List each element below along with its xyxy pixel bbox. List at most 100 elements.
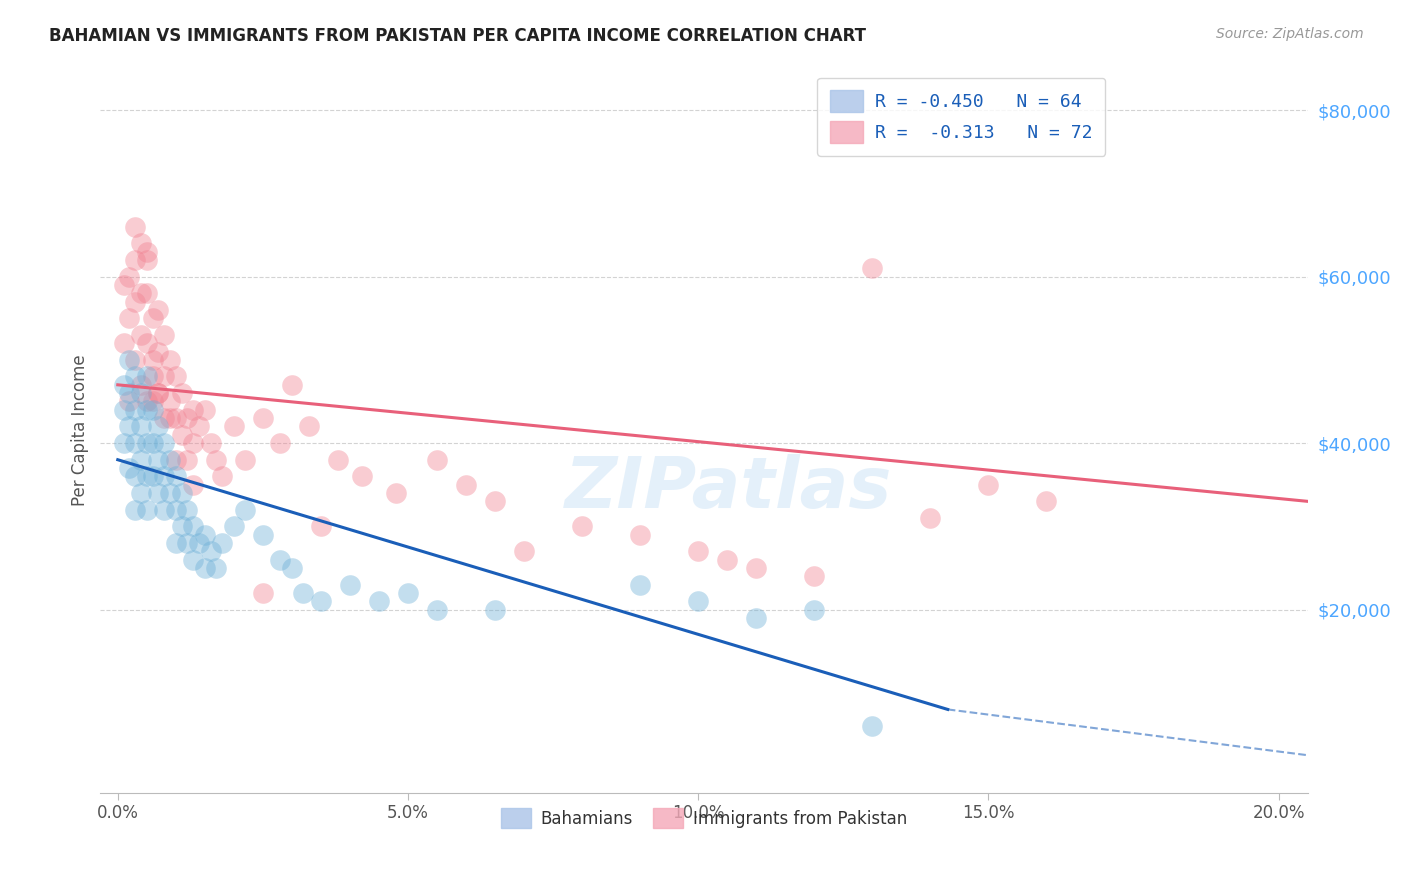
Point	[745, 611, 768, 625]
Point	[860, 261, 883, 276]
Point	[135, 436, 157, 450]
Point	[176, 536, 198, 550]
Point	[129, 419, 152, 434]
Point	[339, 577, 361, 591]
Point	[112, 402, 135, 417]
Point	[484, 602, 506, 616]
Point	[745, 561, 768, 575]
Point	[129, 386, 152, 401]
Point	[194, 402, 217, 417]
Point	[165, 411, 187, 425]
Point	[159, 411, 181, 425]
Point	[124, 219, 146, 234]
Point	[148, 419, 170, 434]
Point	[129, 286, 152, 301]
Point	[716, 552, 738, 566]
Point	[235, 452, 257, 467]
Point	[292, 586, 315, 600]
Point	[112, 336, 135, 351]
Point	[153, 436, 176, 450]
Point	[281, 561, 304, 575]
Point	[118, 461, 141, 475]
Point	[165, 469, 187, 483]
Point	[181, 402, 204, 417]
Point	[112, 436, 135, 450]
Point	[118, 311, 141, 326]
Point	[124, 402, 146, 417]
Point	[269, 436, 291, 450]
Point	[188, 536, 211, 550]
Point	[860, 719, 883, 733]
Point	[124, 436, 146, 450]
Point	[977, 477, 1000, 491]
Point	[1035, 494, 1057, 508]
Point	[142, 311, 165, 326]
Point	[176, 411, 198, 425]
Point	[135, 394, 157, 409]
Point	[211, 536, 233, 550]
Point	[513, 544, 536, 558]
Point	[205, 561, 228, 575]
Point	[129, 236, 152, 251]
Point	[124, 369, 146, 384]
Point	[298, 419, 321, 434]
Point	[426, 602, 449, 616]
Point	[170, 519, 193, 533]
Point	[153, 502, 176, 516]
Point	[142, 402, 165, 417]
Point	[176, 452, 198, 467]
Point	[135, 244, 157, 259]
Point	[118, 419, 141, 434]
Point	[181, 552, 204, 566]
Point	[252, 586, 274, 600]
Point	[165, 369, 187, 384]
Point	[165, 502, 187, 516]
Legend: Bahamians, Immigrants from Pakistan: Bahamians, Immigrants from Pakistan	[494, 801, 914, 835]
Point	[142, 369, 165, 384]
Point	[148, 486, 170, 500]
Point	[426, 452, 449, 467]
Point	[129, 377, 152, 392]
Point	[118, 386, 141, 401]
Point	[252, 411, 274, 425]
Point	[803, 602, 825, 616]
Point	[129, 327, 152, 342]
Point	[803, 569, 825, 583]
Point	[159, 352, 181, 367]
Point	[222, 419, 245, 434]
Point	[181, 436, 204, 450]
Point	[142, 394, 165, 409]
Point	[148, 344, 170, 359]
Point	[328, 452, 350, 467]
Point	[135, 252, 157, 267]
Point	[484, 494, 506, 508]
Point	[628, 527, 651, 541]
Point	[129, 486, 152, 500]
Point	[135, 286, 157, 301]
Y-axis label: Per Capita Income: Per Capita Income	[72, 355, 89, 507]
Point	[142, 352, 165, 367]
Point	[124, 352, 146, 367]
Text: BAHAMIAN VS IMMIGRANTS FROM PAKISTAN PER CAPITA INCOME CORRELATION CHART: BAHAMIAN VS IMMIGRANTS FROM PAKISTAN PER…	[49, 27, 866, 45]
Point	[118, 269, 141, 284]
Point	[148, 452, 170, 467]
Point	[252, 527, 274, 541]
Point	[129, 452, 152, 467]
Text: ZIPatlas: ZIPatlas	[564, 454, 891, 523]
Point	[454, 477, 477, 491]
Point	[153, 327, 176, 342]
Text: Source: ZipAtlas.com: Source: ZipAtlas.com	[1216, 27, 1364, 41]
Point	[135, 336, 157, 351]
Point	[153, 411, 176, 425]
Point	[135, 402, 157, 417]
Point	[205, 452, 228, 467]
Point	[170, 486, 193, 500]
Point	[142, 436, 165, 450]
Point	[194, 527, 217, 541]
Point	[200, 436, 222, 450]
Point	[159, 452, 181, 467]
Point	[165, 536, 187, 550]
Point	[153, 469, 176, 483]
Point	[281, 377, 304, 392]
Point	[148, 302, 170, 317]
